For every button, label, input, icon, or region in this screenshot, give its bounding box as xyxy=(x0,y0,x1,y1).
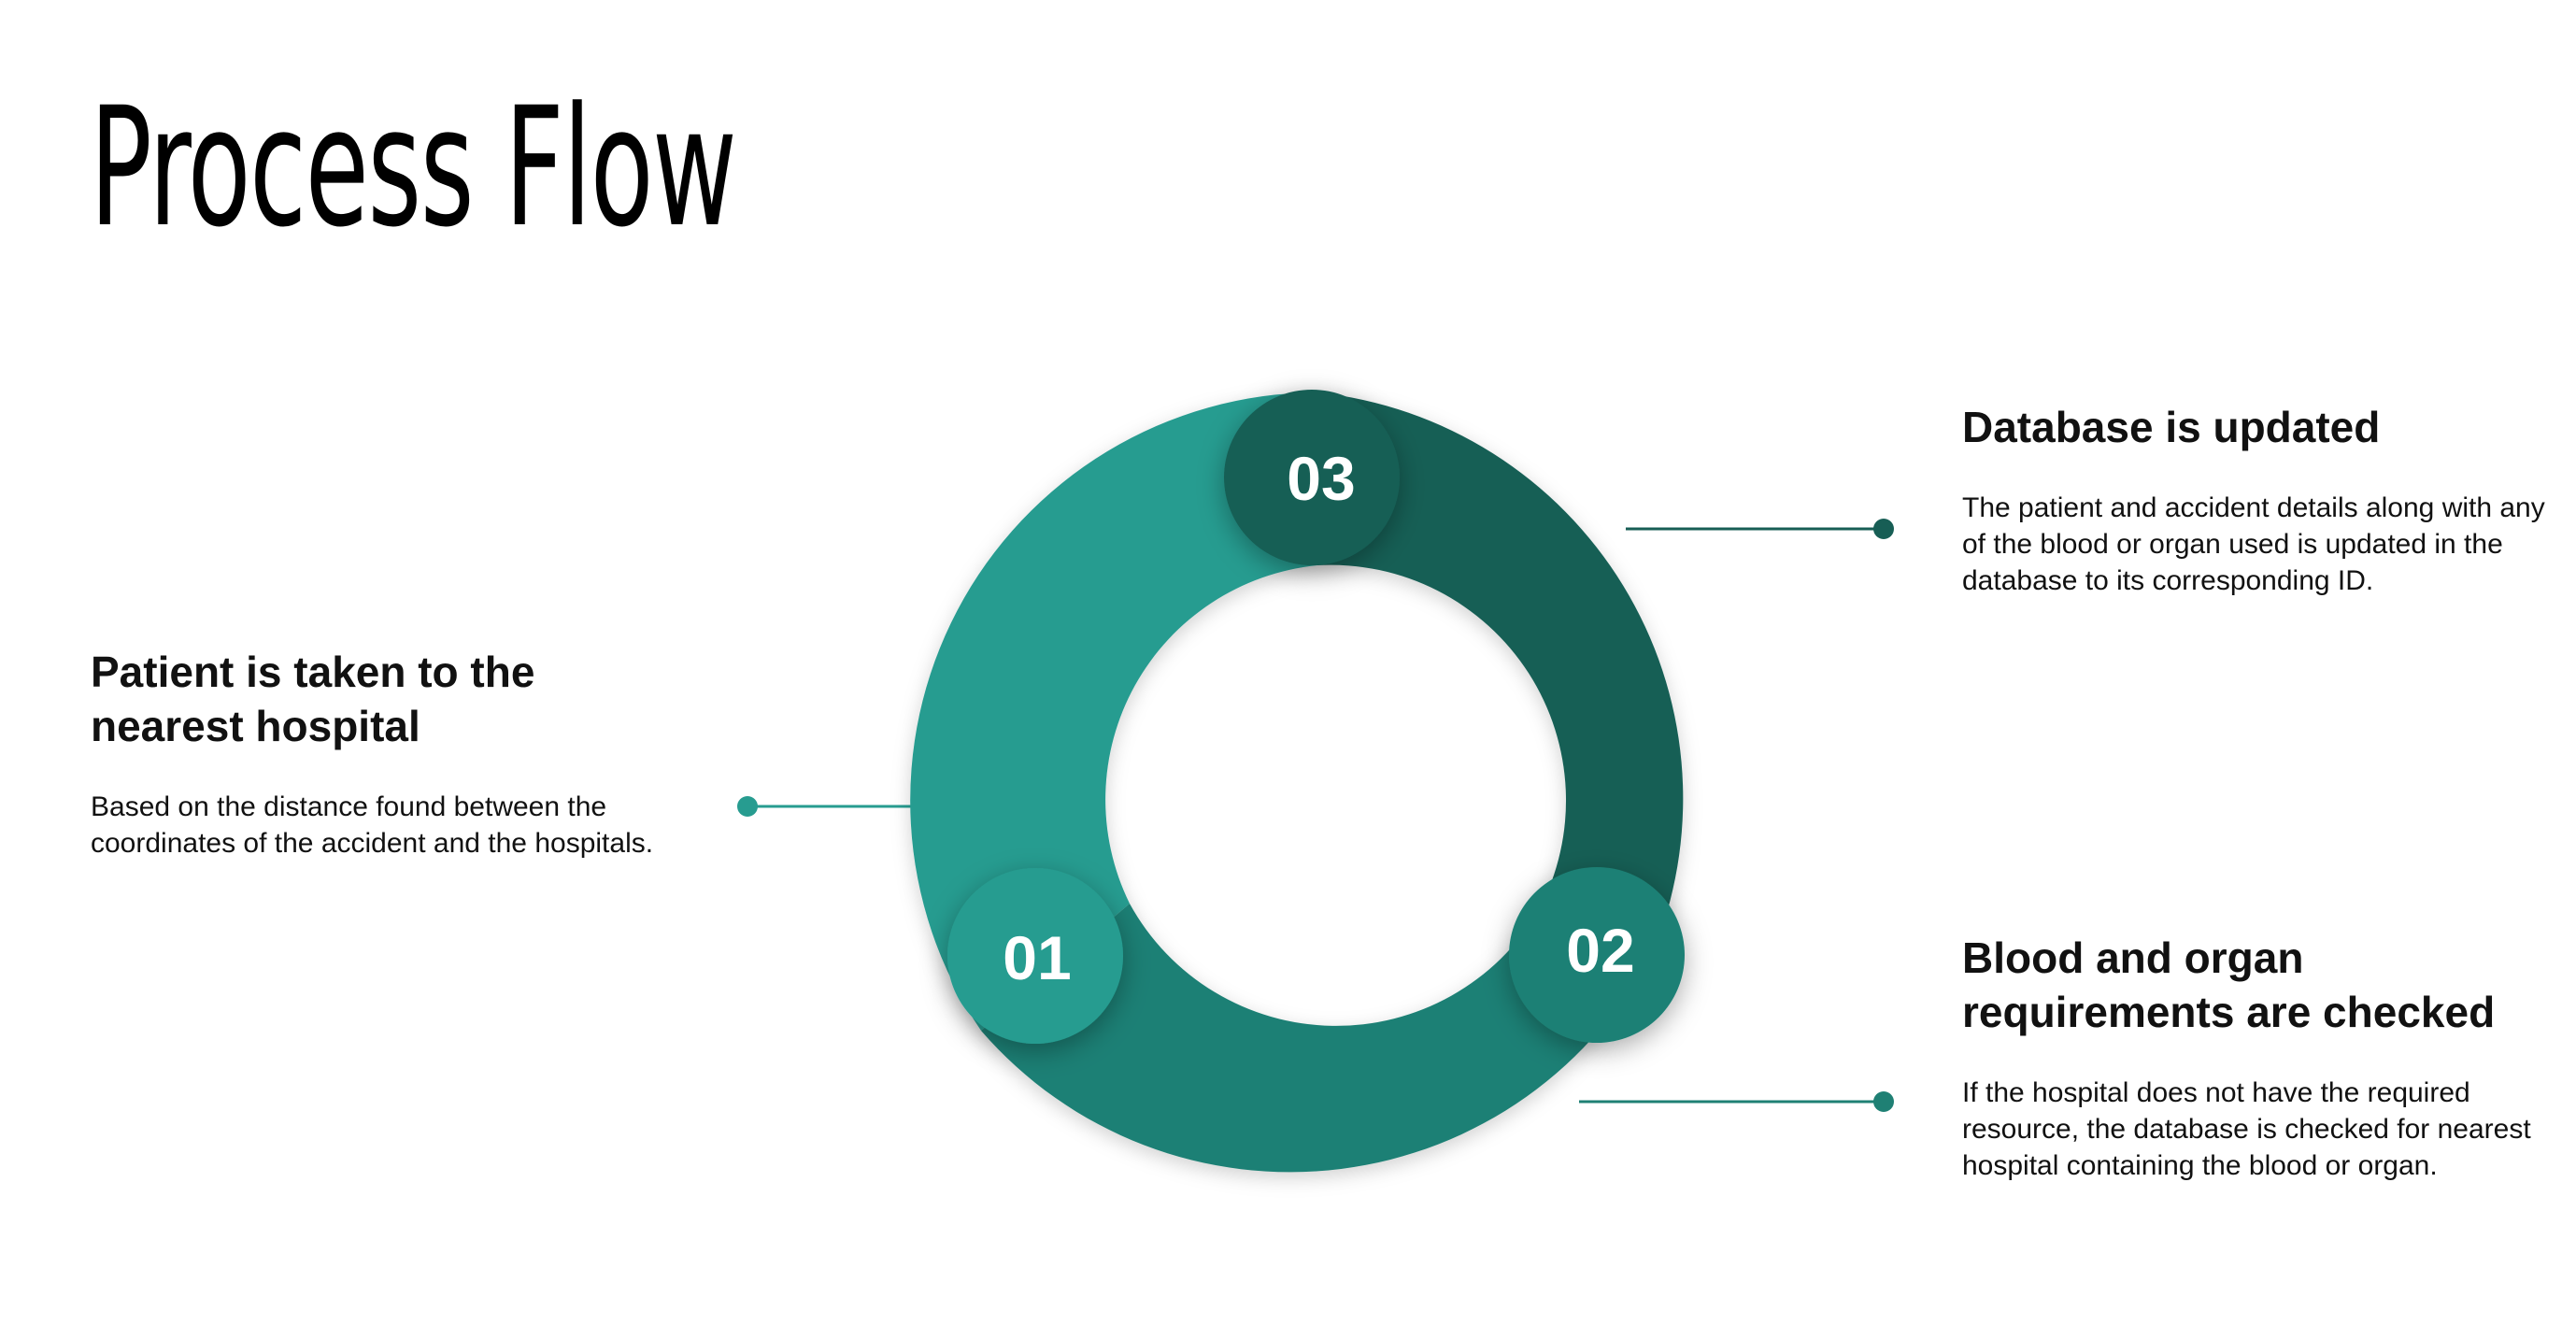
badge-02: 02 xyxy=(1509,867,1685,1043)
badge-01: 01 xyxy=(947,868,1123,1044)
connector-dot-03 xyxy=(1873,519,1894,539)
step-01-heading: Patient is taken to the nearest hospital xyxy=(91,648,535,750)
step-01-description: Based on the distance found between the … xyxy=(91,791,654,859)
step-03-heading: Database is updated xyxy=(1962,403,2381,451)
page-title: Process Flow xyxy=(90,72,737,264)
ring-segment-02 xyxy=(981,904,1656,1173)
connector-dot-01 xyxy=(737,796,758,817)
connector-dot-02 xyxy=(1873,1091,1894,1112)
ring-segment-03 xyxy=(1317,392,1684,946)
badge-01-number: 01 xyxy=(1003,923,1071,992)
step-02-heading: Blood and organ requirements are checked xyxy=(1962,933,2496,1036)
ring-segment-01 xyxy=(910,392,1317,1031)
step-03-description: The patient and accident details along w… xyxy=(1962,492,2545,596)
badge-02-number: 02 xyxy=(1566,916,1634,985)
badge-03: 03 xyxy=(1224,390,1400,565)
connectors xyxy=(737,519,1894,1112)
step-02-description: If the hospital does not have the requir… xyxy=(1962,1077,2531,1181)
badge-03-number: 03 xyxy=(1287,444,1355,513)
